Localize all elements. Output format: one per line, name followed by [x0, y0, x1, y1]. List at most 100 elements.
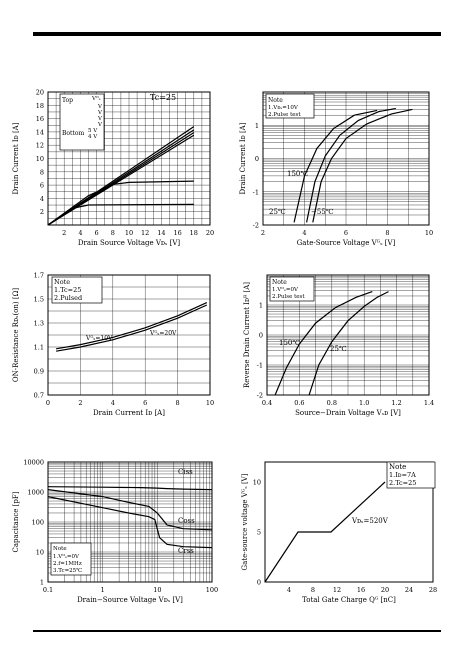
annotation: V [97, 110, 103, 116]
series-line-3 [47, 496, 213, 549]
y-tick-label: -2 [253, 222, 259, 230]
x-tick-label: 0.6 [294, 399, 304, 407]
x-tick-label: 24 [405, 586, 413, 594]
x-tick-label: 20 [381, 586, 389, 594]
footer-rule [33, 630, 441, 632]
annotation: Bottom [62, 130, 84, 137]
x-tick-label: 6 [95, 229, 99, 237]
series-line-1 [274, 291, 373, 396]
x-tick-label: 1 [101, 586, 105, 594]
x-tick-label: 18 [190, 229, 198, 237]
x-tick-label: 4 [287, 586, 291, 594]
series-line-2 [306, 107, 396, 223]
y-tick-label: 10 [36, 549, 44, 557]
series-line-1 [264, 481, 386, 583]
y-tick-label: 5 [257, 529, 261, 537]
chart-reverse-drain: 0.4 0.6 0.8 1.0 1.2 1.4 1 0 -1 -2 Source−Drain Vol… [243, 274, 434, 417]
y-tick-label: 0 [259, 332, 263, 340]
y-axis-label: Drain Current Iᴅ [A] [239, 122, 247, 194]
x-tick-label: 0.4 [262, 399, 272, 407]
y-tick-label: 1.1 [34, 344, 44, 352]
annotation: 5 V [88, 128, 98, 134]
series-line-6 [47, 203, 194, 226]
series-line-2 [55, 304, 208, 352]
y-tick-label: 10 [36, 155, 44, 163]
annotation: Note [268, 97, 283, 104]
y-tick-label: 14 [36, 128, 44, 136]
annotation: Top [62, 97, 73, 104]
annotation: 4 V [88, 134, 98, 140]
annotation: Coss [178, 517, 195, 525]
y-tick-label: 1000 [27, 489, 44, 497]
annotation: Note [53, 546, 67, 552]
annotation: Ciss [178, 468, 193, 476]
annotation: 3.Tc=25℃ [53, 567, 82, 574]
y-tick-label: 6 [40, 182, 44, 190]
x-tick-label: 0.1 [43, 586, 53, 594]
series-line-2 [308, 291, 389, 396]
annotation: 25℃ [330, 345, 347, 353]
annotation: 1.Vᴳₛ=0V [272, 286, 299, 293]
header-rule [33, 32, 441, 36]
x-tick-label: 6 [344, 229, 348, 237]
series-line-1 [55, 302, 208, 350]
x-axis-label: Source−Drain Voltage Vₛᴅ [V] [295, 409, 401, 417]
x-tick-label: 16 [357, 586, 365, 594]
y-tick-label: 0.7 [34, 392, 44, 400]
annotation: 25℃ [269, 208, 286, 216]
note-box [59, 93, 105, 151]
y-tick-label: -1 [257, 362, 263, 370]
y-axis-label: Reverse Drain Current Iᴅᴿ [A] [243, 282, 251, 388]
note-box [265, 93, 315, 119]
x-tick-label: 10 [425, 229, 433, 237]
y-tick-label: 1.3 [34, 320, 44, 328]
annotation: V [97, 122, 103, 128]
x-tick-label: 0.8 [327, 399, 337, 407]
y-tick-label: 100 [32, 519, 44, 527]
y-tick-label: 1 [40, 579, 44, 587]
note-box [50, 542, 92, 576]
x-tick-label: 1.0 [359, 399, 369, 407]
y-tick-label: 0.9 [34, 368, 44, 376]
note-box [51, 276, 103, 304]
annotation: Vᴳₛ=10V [85, 335, 113, 342]
x-tick-label: 2 [62, 229, 66, 237]
x-axis-label: Total Gate Charge Qᴳ [nC] [302, 596, 396, 604]
annotation: Vᴅₛ=520V [351, 517, 389, 525]
x-tick-label: 2 [261, 229, 265, 237]
series-line-2 [47, 489, 213, 531]
annotation: 2.Pulse test [272, 294, 305, 300]
y-tick-label: 1.7 [34, 272, 44, 280]
x-tick-label: 8 [385, 229, 389, 237]
x-axis-label: Gate-Source Voltage Vᴳₛ [V] [297, 239, 396, 247]
y-axis-label: Capacitance [pF] [12, 491, 20, 552]
annotation: 2.Pulse test [268, 112, 301, 118]
y-tick-label: 16 [36, 115, 44, 123]
y-axis-label: ON-Resistance Rᴅₛ(on) [Ω] [12, 288, 20, 383]
annotation: Note [272, 279, 287, 286]
x-tick-label: 8 [311, 586, 315, 594]
x-tick-label: 16 [173, 229, 181, 237]
x-tick-label: 100 [206, 586, 218, 594]
x-tick-label: 4 [111, 399, 115, 407]
y-tick-label: 20 [36, 89, 44, 97]
annotation: Vᴳₛ [91, 95, 101, 102]
y-tick-label: 0 [255, 155, 259, 163]
y-tick-label: 0 [257, 579, 261, 587]
x-tick-label: 28 [429, 586, 437, 594]
x-tick-label: 12 [141, 229, 149, 237]
x-tick-label: 10 [206, 399, 214, 407]
y-tick-label: -2 [257, 392, 263, 400]
series-line-3 [312, 108, 413, 223]
series-line-5 [47, 180, 194, 226]
y-tick-label: 2 [40, 208, 44, 216]
x-tick-label: 10 [153, 586, 161, 594]
x-tick-label: 12 [333, 586, 341, 594]
annotation: 1.Vᴳₛ=0V [53, 553, 80, 560]
y-tick-label: 4 [40, 195, 44, 203]
y-tick-label: 10 [253, 479, 261, 487]
x-axis-label: Drain Current Iᴅ [A] [93, 409, 165, 417]
x-axis-label: Drain−Source Voltage Vᴅₛ [V] [77, 596, 183, 604]
